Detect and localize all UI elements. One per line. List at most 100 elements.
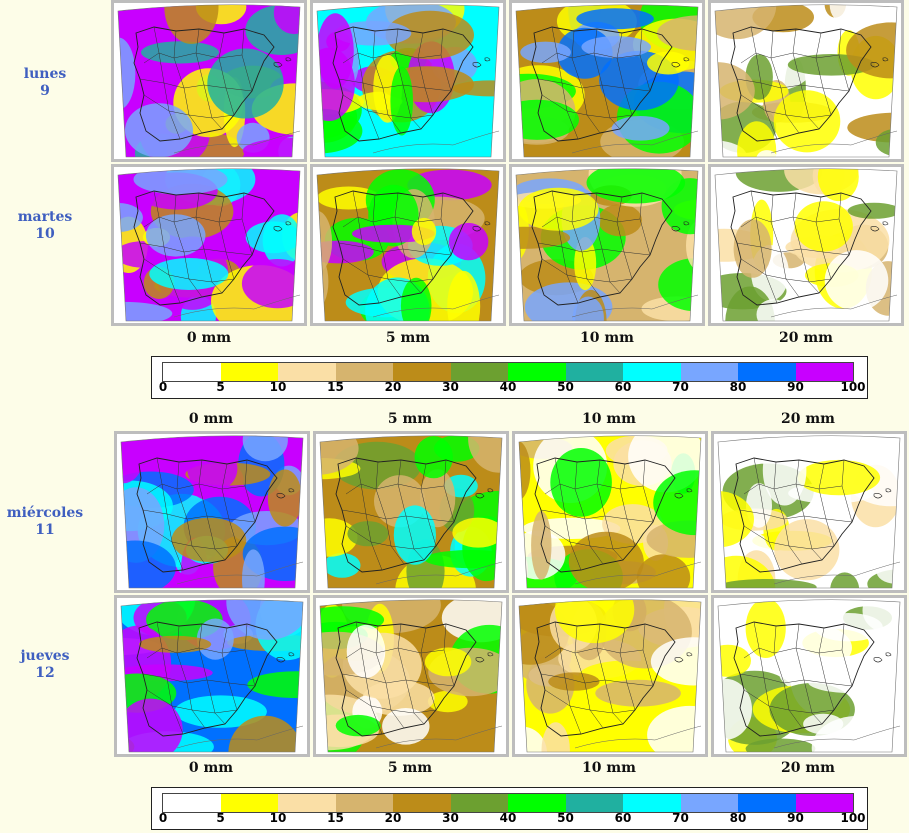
legend-label: 50	[557, 380, 574, 394]
legend-label: 90	[787, 811, 804, 825]
legend-label: 5	[216, 380, 225, 394]
legend-swatch	[278, 794, 336, 812]
legend-label: 80	[729, 811, 747, 825]
legend-label: 10	[269, 380, 287, 394]
legend-swatch	[565, 794, 623, 812]
legend-swatch	[220, 794, 278, 812]
legend-swatch	[738, 794, 796, 812]
legend-swatch	[335, 794, 393, 812]
precipitation-probability-map	[319, 435, 503, 589]
map-jueves-0mm	[114, 595, 310, 757]
map-lunes-0mm	[111, 0, 307, 162]
legend-label: 100	[840, 811, 866, 825]
legend-swatch	[738, 363, 796, 381]
legend-swatch	[623, 794, 681, 812]
map-martes-0mm	[111, 164, 307, 326]
precipitation-probability-map	[717, 599, 901, 753]
day-number: 10	[35, 226, 55, 242]
map-miercoles-20mm	[711, 431, 907, 593]
day-name: martes	[17, 209, 73, 225]
day-number: 9	[40, 83, 50, 99]
map-miercoles-0mm	[114, 431, 310, 593]
legend-swatch	[220, 363, 278, 381]
legend-swatch	[278, 363, 336, 381]
map-martes-10mm	[509, 164, 705, 326]
threshold-label: 10 mm	[582, 411, 636, 427]
legend-swatch	[680, 794, 738, 812]
legend-swatch	[163, 794, 221, 812]
legend-label: 60	[614, 811, 632, 825]
map-lunes-10mm	[509, 0, 705, 162]
precipitation-probability-map	[515, 168, 699, 322]
threshold-label: 20 mm	[781, 760, 835, 776]
day-number: 11	[35, 522, 55, 538]
map-miercoles-10mm	[512, 431, 708, 593]
legend-label: 0	[158, 380, 168, 394]
legend-swatch	[393, 794, 451, 812]
legend-label: 90	[787, 380, 804, 394]
legend-label: 100	[840, 380, 866, 394]
legend-label: 50	[557, 811, 574, 825]
legend-swatch	[163, 363, 221, 381]
day-name: lunes	[23, 66, 67, 82]
precipitation-probability-map	[515, 4, 699, 158]
map-lunes-20mm	[708, 0, 904, 162]
legend-swatch	[680, 363, 738, 381]
legend-label: 20	[384, 380, 402, 394]
legend-label: 30	[442, 811, 459, 825]
precipitation-probability-map	[117, 4, 301, 158]
day-label-miercoles: miércoles 11	[0, 505, 95, 539]
legend-swatch	[795, 794, 853, 812]
legend-swatch	[393, 363, 451, 381]
legend-swatch	[623, 363, 681, 381]
probability-legend: 0 5 10 15 20 30 40 50 60 70 80 90 100	[151, 356, 868, 399]
precipitation-probability-map	[717, 435, 901, 589]
threshold-label: 0 mm	[186, 330, 232, 346]
legend-swatch	[450, 794, 508, 812]
threshold-label: 0 mm	[188, 760, 234, 776]
map-martes-20mm	[708, 164, 904, 326]
legend-label: 70	[672, 811, 689, 825]
legend-color-bar	[162, 362, 854, 382]
threshold-label: 10 mm	[580, 330, 634, 346]
map-jueves-10mm	[512, 595, 708, 757]
precipitation-probability-map	[319, 599, 503, 753]
map-lunes-5mm	[310, 0, 506, 162]
legend-swatch	[795, 363, 853, 381]
day-name: miércoles	[6, 505, 84, 521]
precipitation-probability-map	[714, 168, 898, 322]
threshold-label: 10 mm	[582, 760, 636, 776]
legend-label: 80	[729, 380, 747, 394]
threshold-label: 0 mm	[188, 411, 234, 427]
legend-label: 40	[499, 811, 517, 825]
precipitation-probability-map	[120, 435, 304, 589]
legend-swatch	[508, 794, 566, 812]
threshold-label: 5 mm	[387, 411, 433, 427]
legend-swatch	[450, 363, 508, 381]
legend-swatch	[508, 363, 566, 381]
legend-swatch	[335, 363, 393, 381]
legend-label: 15	[327, 811, 344, 825]
legend-swatch	[565, 363, 623, 381]
precipitation-probability-map	[518, 435, 702, 589]
precipitation-probability-map	[714, 4, 898, 158]
threshold-label: 5 mm	[385, 330, 431, 346]
precipitation-probability-map	[518, 599, 702, 753]
legend-label: 5	[216, 811, 225, 825]
legend-label: 0	[158, 811, 168, 825]
threshold-label: 5 mm	[387, 760, 433, 776]
day-label-jueves: jueves 12	[0, 648, 95, 682]
precipitation-probability-map	[316, 4, 500, 158]
legend-label: 30	[442, 380, 459, 394]
day-label-martes: martes 10	[0, 209, 95, 243]
legend-label: 70	[672, 380, 689, 394]
map-martes-5mm	[310, 164, 506, 326]
probability-legend: 0 5 10 15 20 30 40 50 60 70 80 90 100	[151, 787, 868, 830]
map-jueves-20mm	[711, 595, 907, 757]
day-number: 12	[35, 665, 55, 681]
day-label-lunes: lunes 9	[0, 66, 95, 100]
day-name: jueves	[20, 648, 70, 664]
precipitation-probability-map	[316, 168, 500, 322]
precipitation-probability-map	[120, 599, 304, 753]
legend-label: 60	[614, 380, 632, 394]
